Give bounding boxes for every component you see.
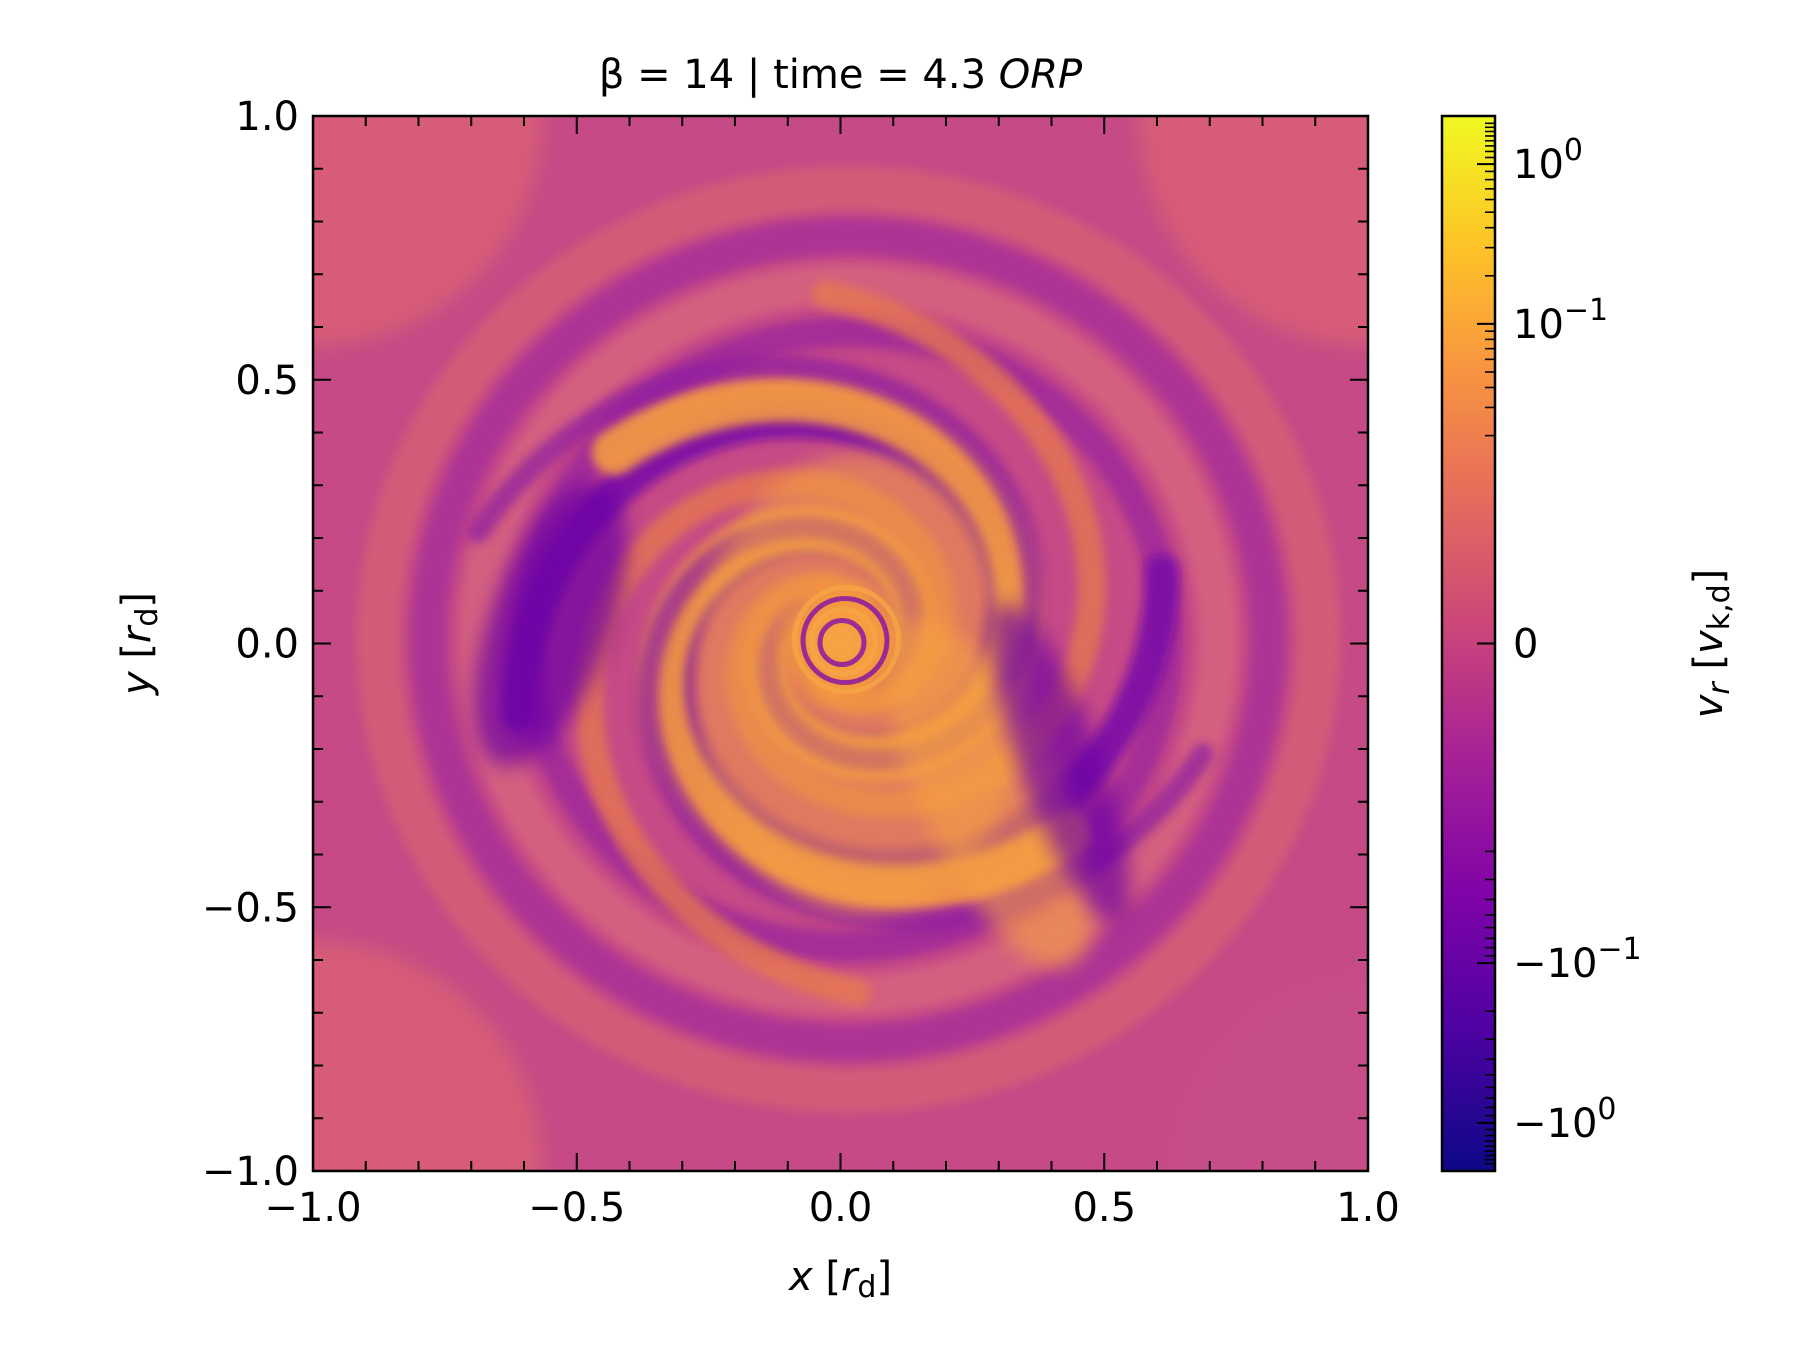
lower-right-positive-lobe: [888, 618, 1093, 969]
colorbar-tick-label: 100: [1513, 133, 1583, 188]
x-tick-label: 1.0: [1336, 1185, 1400, 1231]
colorbar-ticks: 100 10−1 0 −10−1 −100: [1477, 133, 1642, 1147]
y-axis-label: y [rd]: [114, 592, 165, 696]
y-tick-label: 0.0: [235, 622, 299, 668]
x-tick-label: −1.0: [264, 1185, 361, 1231]
outer-ring-0: [356, 166, 1341, 1113]
colorbar-minor-ticks: [1485, 115, 1495, 1172]
corner-glow-0: [313, 941, 543, 1171]
core-ring-1: [817, 618, 867, 667]
x-tick-label: 0.5: [1072, 1185, 1136, 1231]
right-negative-lane: [991, 603, 1130, 924]
colorbar-tick-label: −100: [1513, 1092, 1617, 1147]
y-tick-label: 0.5: [235, 358, 299, 404]
core-ring-2: [809, 607, 878, 676]
colorbar-tick-label: −10−1: [1513, 932, 1642, 987]
y-tick-label: −0.5: [202, 885, 299, 931]
x-axis-label: x [rd]: [787, 1254, 892, 1305]
spiral-arms: [356, 166, 1341, 1113]
core-ring-0: [826, 629, 855, 658]
colorbar-label: vr [vk,d]: [1686, 569, 1737, 719]
corner-glow-2: [313, 116, 543, 346]
corner-glow-1: [1138, 116, 1368, 346]
y-tick-label: 1.0: [235, 94, 299, 140]
corner-glow-3: [1168, 971, 1368, 1171]
core-ring-3: [800, 596, 890, 685]
core-ring-4: [792, 585, 901, 694]
outer-ring-1: [410, 218, 1287, 1061]
y-axis-ticks: −1.0 −0.5 0.0 0.5 1.0: [202, 94, 1368, 1195]
colorbar: 100 10−1 0 −10−1 −100: [1440, 114, 1642, 1173]
colorbar-tick-label: 0: [1513, 622, 1538, 668]
x-tick-label: 0.0: [809, 1185, 873, 1231]
heatmap-image: [313, 116, 1368, 1171]
y-tick-label: −1.0: [202, 1149, 299, 1195]
colorbar-tick-label: 10−1: [1513, 293, 1608, 348]
chart-title: β = 14 | time = 4.3 ORP: [599, 52, 1083, 98]
x-axis-ticks: −1.0 −0.5 0.0 0.5 1.0: [264, 116, 1400, 1231]
x-tick-label: −0.5: [528, 1185, 625, 1231]
left-negative-lane: [474, 481, 627, 766]
